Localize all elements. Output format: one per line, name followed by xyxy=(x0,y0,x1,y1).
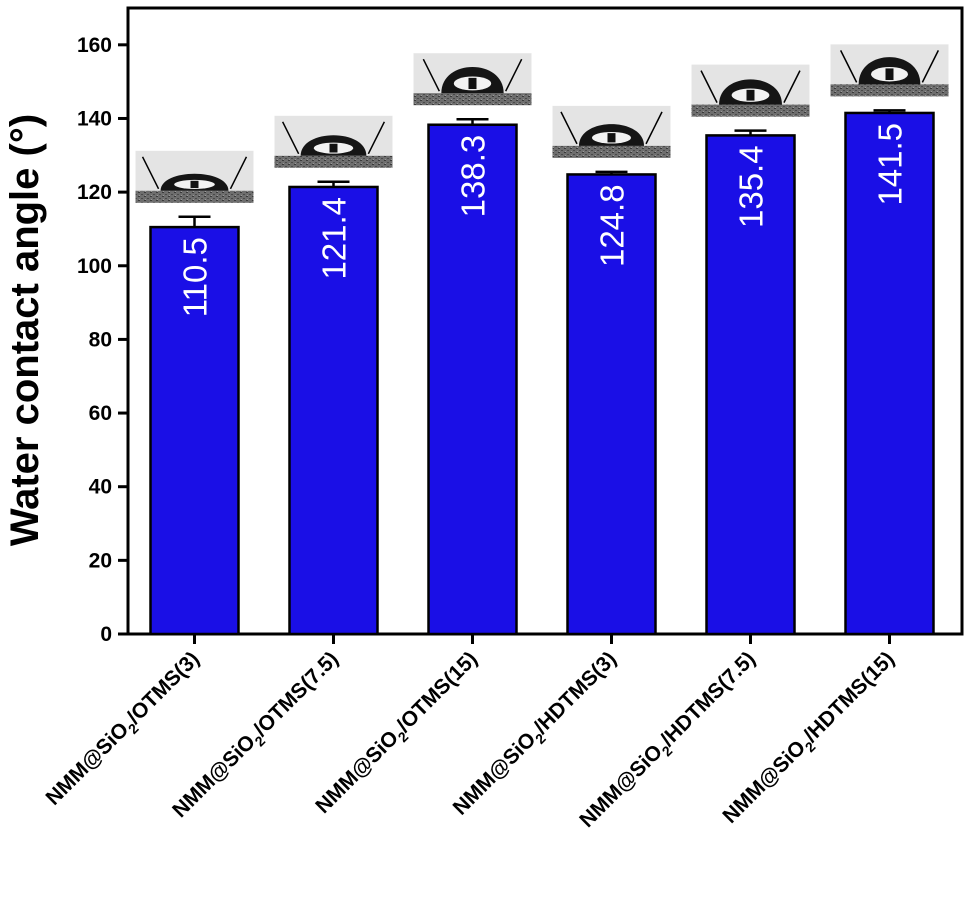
y-tick-label: 40 xyxy=(89,476,112,499)
bar xyxy=(288,185,379,636)
droplet-photo xyxy=(691,64,810,117)
y-tick-label: 0 xyxy=(100,623,112,646)
droplet-photo xyxy=(135,150,254,203)
droplet-photo xyxy=(552,105,671,158)
y-tick-label: 100 xyxy=(77,255,112,278)
bar-value-label: 124.8 xyxy=(594,184,631,267)
bar-value-label: 110.5 xyxy=(177,237,214,317)
bar xyxy=(566,173,657,636)
bars: 110.5 121.4 138.3 124.8 135.4 141.5 xyxy=(149,109,935,636)
bar-value-label: 135.4 xyxy=(733,145,770,228)
x-tick-label: NMM@SiO2/OTMS(3) xyxy=(42,647,207,812)
y-axis-label: Water contact angle (°) xyxy=(3,114,47,546)
y-tick-label: 80 xyxy=(89,328,112,351)
bar-value-label: 141.5 xyxy=(872,123,909,206)
plot-frame xyxy=(126,6,964,636)
droplet-photo xyxy=(830,44,949,97)
droplet-photo xyxy=(274,115,393,168)
droplet-photo xyxy=(413,53,532,106)
y-tick-label: 20 xyxy=(89,549,112,572)
y-tick-label: 120 xyxy=(77,181,112,204)
bar-value-label: 138.3 xyxy=(455,135,492,218)
bar xyxy=(149,225,240,636)
y-tick-label: 140 xyxy=(77,107,112,130)
bar-value-label: 121.4 xyxy=(316,197,353,280)
plot-border xyxy=(126,6,964,636)
y-tick-label: 60 xyxy=(89,402,112,425)
bar xyxy=(427,123,518,636)
x-axis: NMM@SiO2/OTMS(3)NMM@SiO2/OTMS(7.5)NMM@Si… xyxy=(42,634,899,832)
droplet-insets xyxy=(135,44,949,203)
y-axis: 0 20 40 60 80 100 120 140 160 xyxy=(77,34,128,646)
y-tick-label: 160 xyxy=(77,34,112,57)
bar xyxy=(705,134,796,636)
